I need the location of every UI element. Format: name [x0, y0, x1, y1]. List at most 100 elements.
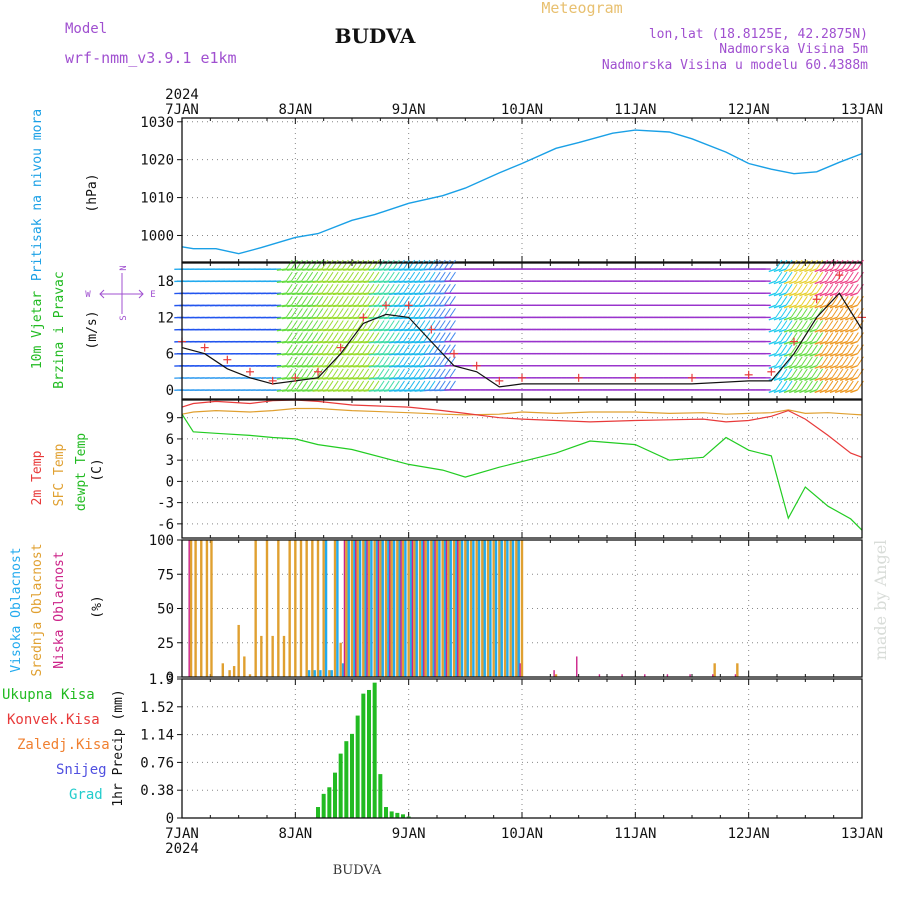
wind-barb-flag [831, 320, 839, 330]
wind-barb [845, 377, 853, 381]
wind-barb-flag [372, 380, 380, 391]
wind-barb [819, 377, 828, 381]
wind-barb [809, 353, 817, 357]
wind-barb-flag [443, 332, 451, 342]
y-tick-label: 1010 [140, 191, 174, 207]
wind-barb-flag [780, 283, 788, 294]
wind-barb-flag [821, 271, 829, 282]
model-altitude-label: Nadmorska Visina u modelu 60.4388m [602, 58, 868, 73]
cloud-high-bar [438, 540, 441, 677]
wind-barb [773, 377, 782, 381]
wind-barb-flag [428, 356, 436, 367]
wind-barb-flag [336, 320, 344, 330]
wind-barb [839, 292, 848, 297]
precip-bar [384, 807, 388, 818]
wind-barb-flag [331, 380, 339, 391]
wind-barb-flag [816, 368, 824, 379]
cloud-mid-bar [713, 663, 716, 677]
cloud-high-label: Visoka Oblacnost [9, 547, 24, 672]
wind-barb-flag [403, 344, 410, 354]
wind-barb-flag [398, 283, 405, 294]
wind-barb [783, 292, 792, 297]
wind-barb-flag [836, 368, 844, 379]
wind-barb-flag [423, 271, 431, 282]
cloud-high-bar [500, 540, 503, 677]
wind-barb-flag [408, 296, 416, 306]
wind-barb-flag [341, 320, 349, 330]
cloud-low-bar [644, 674, 646, 677]
wind-barb-flag [382, 368, 390, 379]
wind-barb-flag [398, 380, 405, 391]
wind-barb-flag [352, 356, 359, 367]
wind-barb [809, 328, 817, 333]
wind-barb-flag [846, 259, 854, 270]
wind-barb-flag [306, 332, 314, 342]
wind-barb [783, 340, 792, 345]
wind-barb [794, 389, 802, 394]
wind-barb-flag [775, 356, 783, 367]
wind-barb-flag [321, 296, 329, 306]
y-tick-label: 6 [166, 347, 174, 363]
cloud-high-bar [370, 540, 373, 677]
wind-barb [829, 268, 838, 273]
wind-barb-flag [352, 259, 359, 270]
wind-barb [819, 353, 828, 357]
wind-barb-flag [403, 271, 410, 282]
wind-barb-flag [403, 380, 410, 391]
wind-barb-flag [413, 271, 421, 282]
wind-barb-flag [301, 344, 308, 354]
wind-barb-flag [285, 356, 293, 367]
wind-barb-flag [449, 308, 456, 318]
wind-barb [794, 316, 802, 321]
wind-barb-flag [306, 283, 314, 294]
wind-barb [834, 389, 843, 394]
cloud-mid-bar [447, 540, 450, 677]
wind-barb-flag [347, 283, 354, 294]
cloud-mid-bar [328, 670, 331, 677]
wind-barb-flag [800, 320, 808, 330]
wind-barb [773, 292, 782, 297]
wind-barb-flag [443, 356, 451, 367]
wind-barb-flag [372, 344, 380, 354]
wind-barb [794, 328, 802, 333]
wind-barb-flag [433, 320, 441, 330]
wind-barb [819, 292, 828, 297]
wind-barb [804, 353, 812, 357]
cloud-mid-bar [384, 540, 388, 677]
wind-barb [829, 389, 838, 394]
wind-barb [768, 353, 777, 357]
wind-barb [824, 328, 833, 333]
wind-barb-flag [780, 259, 788, 270]
cloud-mid-bar [509, 540, 512, 677]
wind-barb-flag [423, 380, 431, 391]
wind-barb-flag [387, 344, 395, 354]
wind-barb-flag [321, 332, 329, 342]
precip-bar [395, 812, 400, 818]
wind-barb-flag [296, 356, 303, 367]
wind-barb [778, 268, 787, 273]
wind-barb-flag [367, 296, 375, 306]
wind-barb [834, 268, 843, 273]
wind-barb-flag [800, 271, 808, 282]
wind-barb [794, 377, 802, 381]
cloud-mid-bar [210, 540, 213, 677]
wind-barb-flag [806, 368, 813, 379]
cloud-high-bar [347, 540, 350, 677]
wind-barb-flag [806, 332, 813, 342]
cloud-low-bar [598, 674, 601, 677]
wind-barb [788, 328, 797, 333]
wind-barb-flag [831, 380, 839, 391]
wind-barb [819, 389, 828, 394]
cloud-mid-bar [271, 635, 274, 677]
wind-barb-flag [387, 356, 395, 367]
wind-barb [829, 292, 838, 297]
wind-barb-flag [821, 380, 829, 391]
wind-barb-flag [418, 344, 426, 354]
wind-unit: (m/s) [85, 310, 100, 349]
y-tick-label: 0 [166, 474, 174, 490]
wind-barb [819, 328, 828, 333]
wind-barb-flag [790, 283, 798, 294]
wind-barb-flag [811, 380, 818, 391]
wind-barb-flag [367, 308, 375, 318]
wind-barb-flag [831, 259, 839, 270]
